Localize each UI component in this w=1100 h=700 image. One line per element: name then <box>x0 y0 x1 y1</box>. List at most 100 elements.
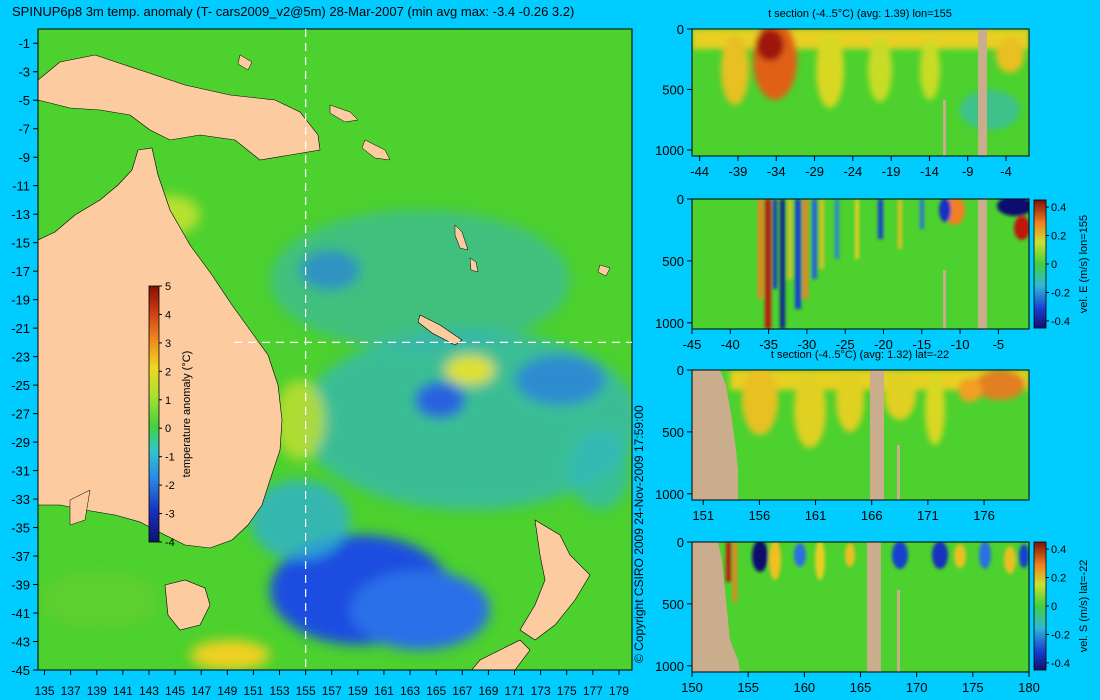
section1-features <box>692 29 1029 156</box>
map-y-tick-label: -13 <box>11 207 30 222</box>
section-x-tick-label: -40 <box>721 337 740 352</box>
section-x-tick-label: -10 <box>951 337 970 352</box>
vel-colorbar-tick-label: 0.4 <box>1051 544 1066 556</box>
colorbar-tick-label: -2 <box>165 480 175 492</box>
section-y-tick-label: 0 <box>677 22 684 37</box>
map-x-tick-label: 139 <box>87 684 107 698</box>
vel-colorbar-tick-label: 0 <box>1051 601 1057 613</box>
map-y-tick-label: -1 <box>18 36 30 51</box>
map-x-tick-label: 175 <box>557 684 577 698</box>
vel-colorbar-tick-label: -0.4 <box>1051 316 1070 328</box>
section-y-tick-label: 500 <box>662 597 684 612</box>
map-y-tick-label: -17 <box>11 264 30 279</box>
section-y-tick-label: 1000 <box>655 659 684 674</box>
section-x-tick-label: -4 <box>1000 164 1012 179</box>
section-x-tick-label: -25 <box>836 337 855 352</box>
colorbar-gradient <box>148 285 160 543</box>
section1-y-ticks: 0 500 1000 <box>655 22 692 158</box>
map-y-tick-label: -33 <box>11 492 30 507</box>
section-x-tick-label: 180 <box>1018 680 1040 695</box>
map-x-tick-label: 153 <box>270 684 290 698</box>
vel-s-colorbar-label: vel. S (m/s) lat=-22 <box>1078 560 1090 653</box>
section1-x-ticks: -44 -39 -34 -29 -24 -19 -14 -9 -4 <box>690 156 1012 179</box>
section-x-tick-label: -44 <box>690 164 709 179</box>
section-x-tick-label: -9 <box>962 164 974 179</box>
map-y-tick-label: -5 <box>18 93 30 108</box>
section2-field <box>692 199 1029 329</box>
section-x-tick-label: -15 <box>912 337 931 352</box>
colorbar-tick-label: -3 <box>165 509 175 521</box>
map-x-tick-label: 147 <box>191 684 211 698</box>
colorbar-tick-label: 3 <box>165 338 171 350</box>
colorbar-tick-label: 0 <box>165 423 171 435</box>
map-y-tick-label: -43 <box>11 635 30 650</box>
t-section-lon155: t section (-4..5°C) (avg: 1.39) lon=155 … <box>655 8 1030 179</box>
map-x-tick-label: 169 <box>478 684 498 698</box>
t-section-lat22: t section (-4..5°C) (avg: 1.32) lat=-22 … <box>655 349 1030 523</box>
map-y-tick-label: -19 <box>11 293 30 308</box>
map-y-tick-label: -21 <box>11 321 30 336</box>
map-x-tick-label: 145 <box>165 684 185 698</box>
section-x-tick-label: -39 <box>729 164 748 179</box>
map-x-tick-label: 161 <box>374 684 394 698</box>
section-y-tick-label: 500 <box>662 82 684 97</box>
section-y-tick-label: 1000 <box>655 143 684 158</box>
map-y-tick-label: -15 <box>11 236 30 251</box>
section-x-tick-label: -5 <box>993 337 1005 352</box>
colorbar-tick-label: 5 <box>165 281 171 293</box>
section-x-tick-label: -14 <box>920 164 939 179</box>
section3-features <box>692 370 1029 500</box>
colorbar-tick-label: 4 <box>165 309 171 321</box>
map-x-ticks: 135 137 139 141 143 145 147 149 151 153 155 157 159 1… <box>35 670 629 698</box>
section-x-tick-label: -30 <box>797 337 816 352</box>
map-x-tick-label: 151 <box>243 684 263 698</box>
section-y-tick-label: 0 <box>677 535 684 550</box>
t-section-lat22-title: t section (-4..5°C) (avg: 1.32) lat=-22 <box>771 349 949 361</box>
section-y-tick-label: 0 <box>677 363 684 378</box>
section-x-tick-label: 171 <box>917 508 939 523</box>
section-x-tick-label: 156 <box>749 508 771 523</box>
map-x-tick-label: 171 <box>504 684 524 698</box>
map-x-tick-label: 165 <box>426 684 446 698</box>
section-y-tick-label: 1000 <box>655 316 684 331</box>
section-x-tick-label: -45 <box>683 337 702 352</box>
copyright-text: © Copyright CSIRO 2009 24-Nov-2009 17:59… <box>632 405 646 663</box>
section2-y-ticks: 0 500 1000 <box>655 192 692 331</box>
map-y-tick-label: -35 <box>11 521 30 536</box>
vel-e-section-lon155: -45 -40 -35 -30 -25 -20 -15 -10 -5 0 500 1000 0.4 0… <box>655 192 1090 352</box>
vel-colorbar-tick-label: 0 <box>1051 259 1057 271</box>
map-x-tick-label: 173 <box>531 684 551 698</box>
colorbar-tick-label: -1 <box>165 452 175 464</box>
figure-title: SPINUP6p8 3m temp. anomaly (T- cars2009_… <box>12 4 574 19</box>
map-y-tick-label: -45 <box>11 663 30 678</box>
map-y-tick-label: -31 <box>11 464 30 479</box>
section-x-tick-label: 150 <box>681 680 703 695</box>
colorbar-label: temperature anomaly (°C) <box>181 351 193 478</box>
map-x-tick-label: 159 <box>348 684 368 698</box>
section-y-tick-label: 500 <box>662 254 684 269</box>
map-x-tick-label: 167 <box>452 684 472 698</box>
section-x-tick-label: 176 <box>973 508 995 523</box>
vel-colorbar-tick-label: 0.2 <box>1051 231 1066 243</box>
section2-x-ticks: -45 -40 -35 -30 -25 -20 -15 -10 -5 <box>683 329 1005 352</box>
section-x-tick-label: -34 <box>767 164 786 179</box>
section-x-tick-label: -19 <box>882 164 901 179</box>
section4-features <box>692 542 1029 672</box>
section3-y-ticks: 0 500 1000 <box>655 363 692 502</box>
vel-colorbar-tick-label: 0.4 <box>1051 202 1066 214</box>
section-x-tick-label: -20 <box>874 337 893 352</box>
section-x-tick-label: -24 <box>843 164 862 179</box>
colorbar-tick-label: 1 <box>165 395 171 407</box>
map-x-tick-label: 141 <box>113 684 133 698</box>
vel-colorbar-tick-label: 0.2 <box>1051 573 1066 585</box>
map-y-tick-label: -37 <box>11 549 30 564</box>
colorbar-ticks: 5 4 3 2 1 0 -1 -2 -3 -4 <box>159 281 175 549</box>
section-y-tick-label: 0 <box>677 192 684 207</box>
colorbar-tick-label: -4 <box>165 537 175 549</box>
section-x-tick-label: -35 <box>759 337 778 352</box>
map-y-tick-label: -11 <box>12 179 30 194</box>
map-x-tick-label: 137 <box>61 684 81 698</box>
map-x-tick-label: 155 <box>296 684 316 698</box>
section1-bathymetry <box>978 29 987 156</box>
section-x-tick-label: 165 <box>850 680 872 695</box>
